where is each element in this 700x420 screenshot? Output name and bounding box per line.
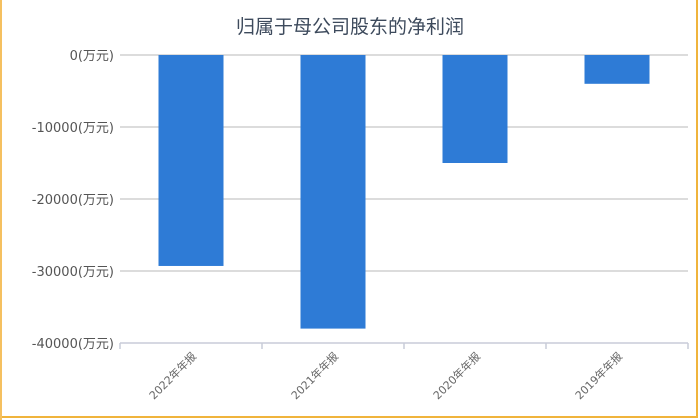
x-tick-label: 2019年年报 — [572, 349, 625, 402]
bar — [584, 55, 650, 84]
bar — [300, 55, 366, 329]
chart-border-left — [0, 0, 2, 420]
chart-title: 归属于母公司股东的净利润 — [235, 16, 464, 38]
x-tick-label: 2022年年报 — [146, 349, 199, 402]
bar — [442, 55, 508, 163]
y-tick-label: -10000(万元) — [32, 121, 114, 136]
bar — [158, 55, 224, 266]
x-tick-label: 2021年年报 — [288, 349, 341, 402]
y-tick-label: -30000(万元) — [32, 265, 114, 280]
y-tick-label: 0(万元) — [70, 49, 114, 64]
x-tick-label: 2020年年报 — [430, 349, 483, 402]
y-tick-label: -40000(万元) — [32, 337, 114, 352]
y-tick-label: -20000(万元) — [32, 193, 114, 208]
